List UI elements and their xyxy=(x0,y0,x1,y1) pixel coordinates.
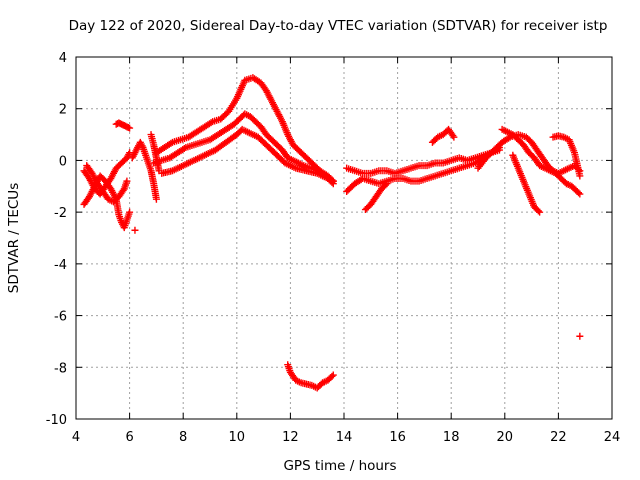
data-point xyxy=(505,134,513,142)
chart-title: Day 122 of 2020, Sidereal Day-to-day VTE… xyxy=(69,18,608,34)
plot-frame xyxy=(75,56,613,420)
data-point xyxy=(576,190,584,198)
series-track-c xyxy=(83,162,131,206)
y-tick-label: 0 xyxy=(59,154,67,169)
data-point xyxy=(382,181,390,189)
y-tick-label: -6 xyxy=(54,310,67,325)
x-tick-label: 6 xyxy=(125,430,133,445)
y-axis-label: SDTVAR / TECUs xyxy=(6,183,22,293)
grid xyxy=(76,57,612,419)
y-tick-label: -10 xyxy=(46,413,67,428)
x-tick-label: 20 xyxy=(497,430,514,445)
x-tick-label: 24 xyxy=(604,430,621,445)
data-point xyxy=(534,207,542,215)
data-point xyxy=(126,208,134,216)
data-point xyxy=(536,208,544,216)
data-point xyxy=(152,195,160,203)
series-track-q xyxy=(498,125,584,198)
series-track-k xyxy=(284,361,337,392)
y-tick-label: -4 xyxy=(54,258,67,273)
data-point xyxy=(131,226,139,234)
series-track-o xyxy=(428,125,458,146)
data-point xyxy=(123,177,131,185)
series-track-e xyxy=(131,226,139,234)
x-tick-label: 16 xyxy=(389,430,406,445)
x-tick-label: 18 xyxy=(443,430,460,445)
x-axis-label: GPS time / hours xyxy=(283,458,396,474)
y-tick-label: -2 xyxy=(54,206,67,221)
x-tick-label: 10 xyxy=(229,430,246,445)
x-tick-label: 22 xyxy=(550,430,567,445)
series-track-r xyxy=(509,151,544,216)
series-track-f xyxy=(128,138,160,203)
x-tick-label: 4 xyxy=(72,430,80,445)
series-track-s xyxy=(549,132,584,180)
series-track-t xyxy=(576,332,584,340)
x-tick-label: 8 xyxy=(179,430,187,445)
y-tick-label: -8 xyxy=(54,361,67,376)
data-point xyxy=(328,372,336,380)
series-track-n xyxy=(361,180,391,214)
data-point xyxy=(576,332,584,340)
data-point xyxy=(329,177,337,185)
x-tick-label: 14 xyxy=(336,430,353,445)
data-point xyxy=(329,371,337,379)
series-track-d xyxy=(112,119,134,132)
y-tick-label: 2 xyxy=(59,103,67,118)
data-point xyxy=(126,124,134,132)
y-tick-label: 4 xyxy=(59,51,67,66)
data-points xyxy=(80,74,584,392)
data-point xyxy=(180,145,188,153)
data-point xyxy=(576,172,584,180)
data-point xyxy=(167,139,175,147)
data-point xyxy=(383,180,391,188)
data-point xyxy=(449,132,457,140)
data-point xyxy=(207,119,215,127)
series-track-j xyxy=(158,125,337,185)
x-tick-label: 12 xyxy=(282,430,299,445)
data-point xyxy=(575,189,582,197)
data-point xyxy=(450,133,458,141)
